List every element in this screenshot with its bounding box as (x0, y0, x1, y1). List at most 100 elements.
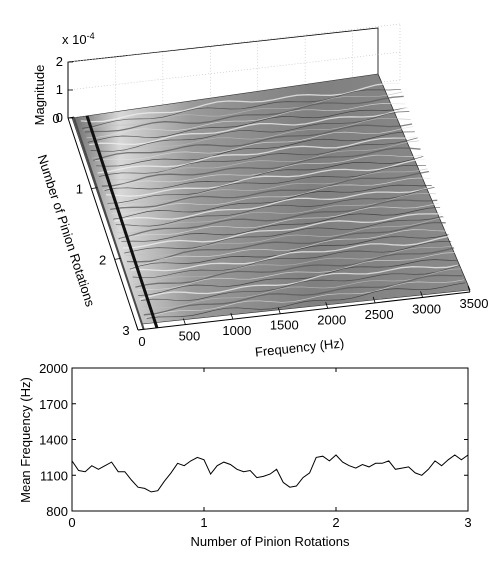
line-y-tick-label: 1100 (40, 468, 68, 483)
surface-ridge (133, 245, 453, 285)
x-tick-mark (230, 313, 234, 320)
series-line-mean-frequency (71, 454, 469, 493)
z-tick-label: 1 (56, 82, 63, 97)
surface-dark-band (85, 115, 159, 329)
surface-ridge (108, 168, 428, 209)
z-tick-label: 0 (56, 110, 63, 125)
y-axis-label: Number of Pinion Rotations (35, 153, 99, 309)
surface-ridge (93, 123, 413, 162)
surface-ridge (97, 136, 417, 174)
surface-ridge (87, 107, 407, 143)
surface-texture (72, 82, 466, 330)
z-scale-label: x 10-4 (62, 31, 95, 47)
line-x-axis-label: Number of Pinion Rotations (191, 534, 350, 549)
x-tick-mark (467, 285, 471, 293)
surface-ridge (91, 117, 411, 159)
x-tick-mark (420, 291, 423, 298)
surface-ridge (138, 259, 457, 296)
surface-ridge (84, 95, 404, 133)
surface-ridge (128, 229, 448, 269)
surface-ridge (90, 111, 410, 152)
line-y-tick-label: 800 (46, 504, 68, 519)
x-tick-label: 1000 (222, 323, 251, 338)
x-tick-label: 0 (138, 334, 145, 349)
surface-ridge (122, 213, 442, 249)
surface-ridge (140, 264, 460, 302)
line-y-tick-label: 2000 (39, 361, 68, 376)
x-tick-label: 2500 (365, 307, 394, 322)
surface-ridge (139, 264, 459, 300)
surface-ridge (89, 106, 409, 146)
surface-ridge (94, 126, 414, 161)
z-tick-label: 2 (56, 54, 63, 69)
x-tick-label: 3500 (460, 296, 489, 311)
y-tick-mark (137, 328, 145, 331)
surface-ridge (114, 185, 434, 223)
surface-ridge (101, 147, 421, 187)
z-scale-base: x 10 (62, 32, 87, 47)
line-y-axis-label: Mean Frequency (Hz) (18, 377, 33, 503)
x-tick-label: 2000 (317, 312, 346, 327)
surface-ridge (83, 91, 403, 131)
surface-ridge (105, 158, 425, 197)
surface-ridge (104, 156, 424, 191)
surface-ridge (86, 103, 406, 139)
y-tick-label: 1 (76, 182, 83, 197)
surface-ridge (80, 82, 400, 123)
surface-ridge (111, 177, 431, 214)
surface-ridge (121, 206, 441, 242)
y-tick-label: 0 (52, 111, 59, 126)
x-axis-line (137, 291, 471, 331)
x-tick-mark (183, 318, 186, 325)
line-ticks: 0 1 2 3 800 1100 1400 1700 2000 (39, 361, 472, 530)
y-tick-mark (114, 257, 121, 260)
surface-ridge (143, 274, 463, 316)
surface-ridge (131, 235, 451, 272)
surface-ridge (98, 137, 418, 177)
surface-ridge (146, 282, 466, 319)
surface-ridge (82, 88, 401, 129)
surface-ridge (118, 199, 438, 240)
y-axis-line (67, 117, 139, 331)
surface-edge-band (72, 117, 145, 330)
line-x-tick-label: 0 (68, 515, 75, 530)
surface-ridge (124, 215, 443, 254)
plot-frame (71, 367, 469, 512)
y-tick-mark (91, 187, 98, 190)
x-tick-mark (325, 302, 329, 309)
x-tick-label: 1500 (270, 318, 299, 333)
surface-ridge (112, 184, 432, 220)
surface-ridge (136, 252, 456, 291)
surface-ridge (129, 234, 449, 270)
y-tick-label: 2 (99, 252, 106, 267)
surface-ridge (145, 279, 464, 319)
x-tick-label: 3000 (412, 301, 441, 316)
surface-ridge (126, 221, 446, 263)
surface-ridge (100, 140, 420, 181)
surface-mesh (71, 73, 471, 325)
line-x-tick-label: 2 (332, 515, 339, 530)
surface-ridge (135, 247, 455, 288)
x-axis-label: Frequency (Hz) (254, 335, 345, 359)
surface-ridge (107, 164, 427, 204)
surface-ridge (142, 268, 462, 309)
line-y-tick-label: 1400 (39, 433, 68, 448)
surface-ridge (132, 240, 452, 279)
surface-ridge (115, 187, 435, 227)
line-x-tick-label: 1 (200, 515, 207, 530)
x-tick-mark (135, 323, 139, 331)
z-scale-exponent: -4 (87, 31, 95, 41)
line-plot: 0 1 2 3 800 1100 1400 1700 2000 Number of Pinion… (18, 361, 472, 549)
line-y-tick-label: 1700 (39, 397, 68, 412)
surface-ridge (110, 170, 430, 211)
surface-ridge (119, 202, 439, 240)
line-x-tick-label: 3 (464, 515, 471, 530)
x-tick-mark (277, 307, 281, 314)
x-tick-mark (372, 296, 376, 303)
surface-ridge (96, 131, 415, 167)
x-tick-label: 500 (179, 329, 201, 344)
z-axis-label: Magnitude (32, 65, 47, 126)
